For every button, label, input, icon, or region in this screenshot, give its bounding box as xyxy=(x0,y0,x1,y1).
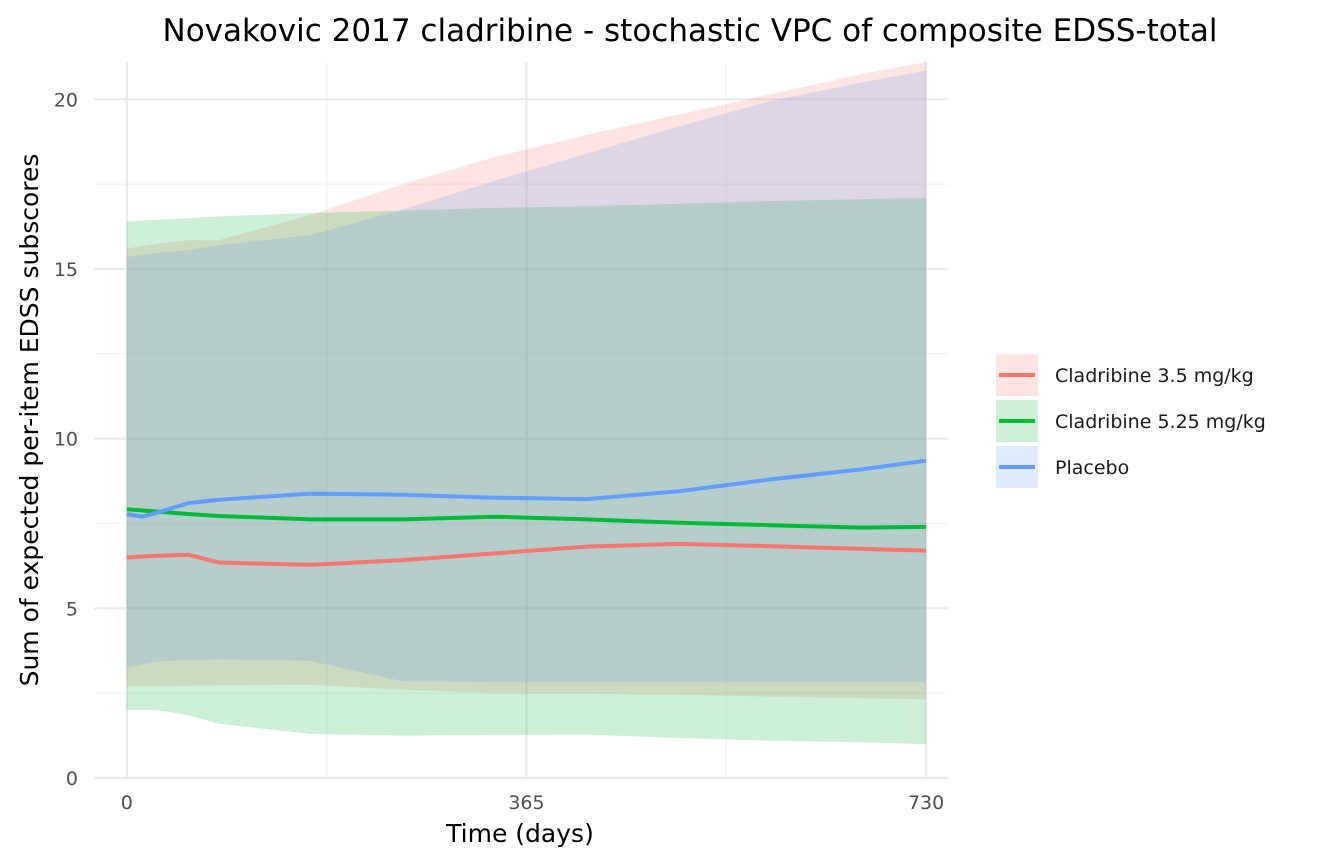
band-cladribine-3-5-mg-kg xyxy=(126,62,927,700)
legend-item: Placebo xyxy=(996,446,1129,488)
x-tick-label: 0 xyxy=(121,792,133,814)
x-tick-label: 365 xyxy=(508,792,544,814)
y-tick-label: 0 xyxy=(66,768,78,790)
y-tick-label: 20 xyxy=(54,89,78,111)
chart-title: Novakovic 2017 cladribine - stochastic V… xyxy=(163,13,1218,49)
x-tick-label: 730 xyxy=(908,792,944,814)
median-line-placebo xyxy=(126,458,927,519)
legend-item: Cladribine 3.5 mg/kg xyxy=(996,354,1254,396)
legend-label: Cladribine 3.5 mg/kg xyxy=(1055,365,1254,387)
band-placebo xyxy=(126,70,927,683)
y-tick-label: 15 xyxy=(54,259,78,281)
tick-labels: 0 365 730 0 5 10 15 20 xyxy=(54,89,944,814)
band-cladribine-5-25-mg-kg xyxy=(126,197,927,745)
prediction-bands xyxy=(126,62,927,745)
legend-item: Cladribine 5.25 mg/kg xyxy=(996,400,1266,442)
y-tick-label: 10 xyxy=(54,429,78,451)
y-tick-label: 5 xyxy=(66,598,78,620)
legend-label: Cladribine 5.25 mg/kg xyxy=(1055,411,1266,433)
median-lines xyxy=(126,458,927,567)
legend: Cladribine 3.5 mg/kg Cladribine 5.25 mg/k… xyxy=(996,354,1266,488)
median-line-cladribine-5-25-mg-kg xyxy=(126,507,927,530)
y-axis-title: Sum of expected per-item EDSS subscores xyxy=(15,154,44,687)
grid-lines xyxy=(94,62,948,780)
legend-label: Placebo xyxy=(1055,457,1129,479)
median-line-cladribine-3-5-mg-kg xyxy=(126,541,927,567)
x-axis-title: Time (days) xyxy=(445,819,594,848)
